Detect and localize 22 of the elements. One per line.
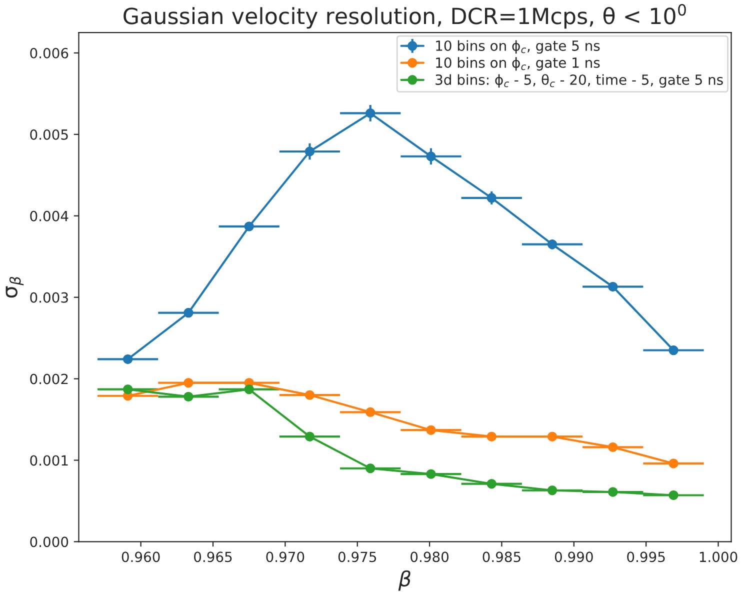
chart-title: Gaussian velocity resolution, DCR=1Mcps, θ < 10$^{0}$ xyxy=(124,4,686,29)
x-tick-label: 0.965 xyxy=(194,552,232,562)
x-tick-label: 0.985 xyxy=(482,552,520,562)
x-tick-label: 0.990 xyxy=(554,552,593,562)
y-tick-label: 0.000 xyxy=(30,536,68,548)
x-tick-label: 0.975 xyxy=(338,552,376,562)
x-axis-title: β xyxy=(398,570,410,591)
y-tick-label: 0.005 xyxy=(30,129,68,140)
legend-label: 3d bins: ϕ$_{c}$ - 5, θ$_{c}$ - 20, time - 5, gate 5 ns xyxy=(436,74,723,88)
x-tick-label: 0.995 xyxy=(627,552,665,562)
y-tick-label: 0.001 xyxy=(30,455,68,466)
x-tick-label: 1.000 xyxy=(700,552,738,562)
legend-label: 10 bins on ϕ$_{c}$, gate 5 ns xyxy=(436,40,600,54)
y-tick-label: 0.004 xyxy=(30,210,68,222)
y-tick-label: 0.003 xyxy=(30,292,68,303)
legend-label: 10 bins on ϕ$_{c}$, gate 1 ns xyxy=(436,57,600,71)
y-tick-label: 0.006 xyxy=(30,48,68,58)
x-tick-label: 0.980 xyxy=(410,552,448,562)
y-axis-title: σ$_{β}$ xyxy=(6,276,24,298)
y-tick-label: 0.002 xyxy=(30,374,68,384)
x-tick-label: 0.960 xyxy=(122,552,160,562)
x-tick-label: 0.970 xyxy=(266,552,304,562)
